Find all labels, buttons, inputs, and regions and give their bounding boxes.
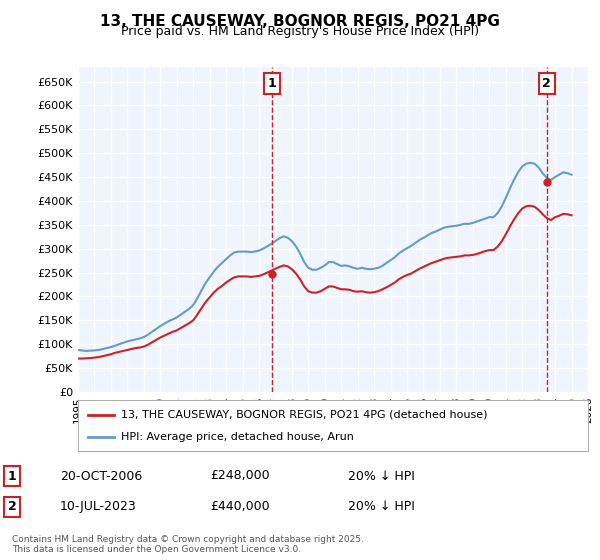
Text: 20% ↓ HPI: 20% ↓ HPI <box>348 500 415 514</box>
Text: £248,000: £248,000 <box>210 469 269 483</box>
Text: 13, THE CAUSEWAY, BOGNOR REGIS, PO21 4PG (detached house): 13, THE CAUSEWAY, BOGNOR REGIS, PO21 4PG… <box>121 409 488 419</box>
Text: £440,000: £440,000 <box>210 500 269 514</box>
Text: Price paid vs. HM Land Registry's House Price Index (HPI): Price paid vs. HM Land Registry's House … <box>121 25 479 38</box>
Text: 13, THE CAUSEWAY, BOGNOR REGIS, PO21 4PG: 13, THE CAUSEWAY, BOGNOR REGIS, PO21 4PG <box>100 14 500 29</box>
Text: 20-OCT-2006: 20-OCT-2006 <box>60 469 142 483</box>
Text: 10-JUL-2023: 10-JUL-2023 <box>60 500 137 514</box>
Text: 1: 1 <box>8 469 16 483</box>
Text: HPI: Average price, detached house, Arun: HPI: Average price, detached house, Arun <box>121 432 354 442</box>
Text: 2: 2 <box>8 500 16 514</box>
Text: 20% ↓ HPI: 20% ↓ HPI <box>348 469 415 483</box>
Text: 2: 2 <box>542 77 551 90</box>
Text: Contains HM Land Registry data © Crown copyright and database right 2025.
This d: Contains HM Land Registry data © Crown c… <box>12 535 364 554</box>
Text: 1: 1 <box>268 77 277 90</box>
